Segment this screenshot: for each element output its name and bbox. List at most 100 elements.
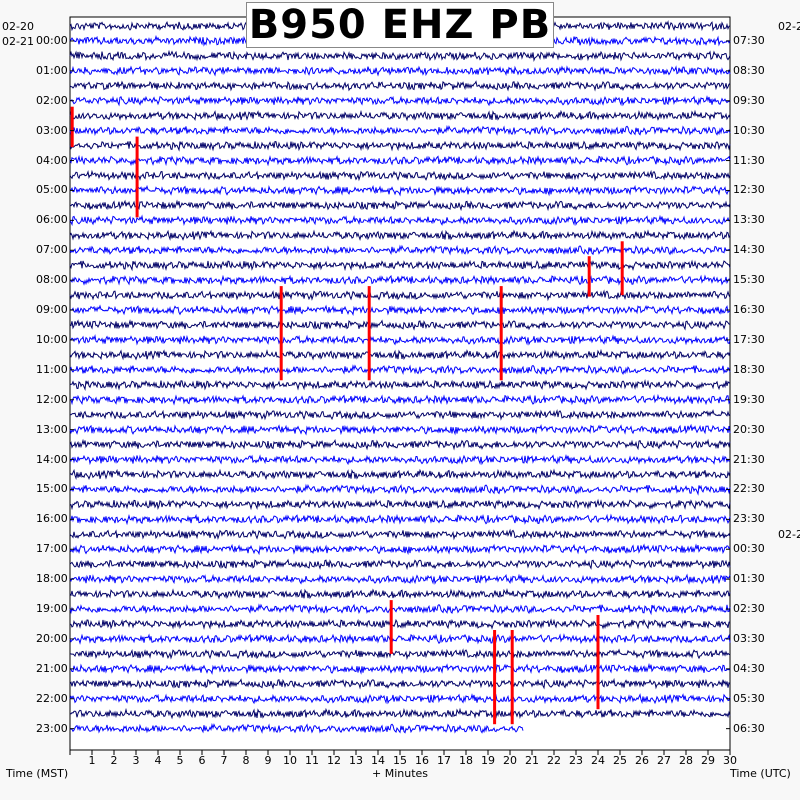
x-tick-label: 12 (327, 754, 341, 767)
hour-label-left: 20:00 (36, 631, 68, 645)
x-tick-label: 27 (657, 754, 671, 767)
x-tick-label: 6 (198, 754, 206, 767)
hour-label-left: 14:00 (36, 452, 68, 466)
trace-line (69, 65, 731, 77)
trace-line (69, 199, 731, 212)
trace-line (69, 707, 731, 720)
hour-label-right: 18:30 (733, 362, 765, 376)
hour-label-left: 10:00 (36, 332, 68, 346)
trace-line (69, 154, 731, 167)
hour-label-left: 09:00 (36, 303, 68, 317)
x-tick-label: 19 (481, 754, 495, 767)
x-tick-label: 10 (283, 754, 297, 767)
x-tick-label: 2 (110, 754, 118, 767)
trace-line (69, 304, 731, 317)
event-spike (587, 256, 591, 297)
hour-label-left: 05:00 (36, 183, 68, 197)
trace-line (69, 558, 731, 571)
trace-line (69, 513, 731, 526)
station-title: B950 EHZ PB (246, 2, 554, 48)
trace-line (69, 453, 731, 466)
trace-line (69, 603, 731, 616)
hour-label-right: 11:30 (733, 153, 765, 167)
trace-layer (69, 19, 731, 734)
hour-label-left: 01:00 (36, 63, 68, 77)
hour-label-right: 08:30 (733, 63, 765, 77)
hour-label-left: 13:00 (36, 422, 68, 436)
hour-label-left: 12:00 (36, 392, 68, 406)
hour-label-right: 20:30 (733, 422, 765, 436)
event-spike (279, 286, 283, 381)
x-tick-label: 22 (547, 754, 561, 767)
trace-line (69, 662, 731, 675)
trace-line (69, 543, 731, 556)
x-tick-label: 29 (701, 754, 715, 767)
hour-label-left: 17:00 (36, 542, 68, 556)
trace-line (69, 693, 731, 705)
hour-label-right: 00:30 (733, 542, 765, 556)
trace-line (69, 423, 731, 436)
event-spike (135, 136, 139, 218)
x-tick-layer (69, 750, 731, 755)
trace-line (70, 648, 731, 660)
hour-label-left: 19:00 (36, 602, 68, 616)
trace-line (69, 588, 731, 600)
x-tick-label: 21 (525, 754, 539, 767)
event-spike (510, 630, 514, 725)
event-spike (70, 106, 74, 148)
hour-label-left: 08:00 (36, 273, 68, 287)
x-axis-right-label: Time (UTC) (730, 767, 791, 780)
hour-label-right: 19:30 (733, 392, 765, 406)
trace-line (69, 140, 731, 152)
x-tick-label: 20 (503, 754, 517, 767)
date-label-left-top: 02-20 (2, 20, 34, 33)
hour-label-left: 07:00 (36, 243, 68, 257)
trace-line (69, 633, 731, 645)
hour-label-right: 10:30 (733, 123, 765, 137)
event-spike (596, 615, 600, 710)
hour-label-right: 01:30 (733, 572, 765, 586)
hour-label-right: 05:30 (733, 691, 765, 705)
x-tick-label: 15 (393, 754, 407, 767)
date-label-right-top: 02-2 (778, 20, 800, 33)
event-spike (493, 630, 497, 725)
trace-line (69, 49, 731, 63)
hour-label-right: 03:30 (733, 631, 765, 645)
trace-line (69, 379, 731, 391)
trace-line (69, 94, 731, 107)
trace-line (69, 677, 731, 690)
x-tick-label: 7 (220, 754, 228, 767)
hour-label-left: 03:00 (36, 123, 68, 137)
x-tick-label: 1 (88, 754, 96, 767)
x-tick-label: 13 (349, 754, 363, 767)
x-tick-label: 25 (613, 754, 627, 767)
x-tick-label: 30 (723, 754, 737, 767)
hour-label-left: 00:00 (36, 33, 68, 47)
x-axis-center-label: + Minutes (372, 767, 429, 780)
trace-line (69, 483, 731, 496)
hour-label-left: 23:00 (36, 721, 68, 735)
trace-line (69, 184, 731, 197)
hour-label-left: 16:00 (36, 512, 68, 526)
trace-line (69, 274, 731, 287)
trace-line (69, 109, 731, 122)
x-tick-label: 8 (242, 754, 250, 767)
hour-label-right: 07:30 (733, 33, 765, 47)
trace-line (69, 124, 731, 137)
x-tick-label: 16 (415, 754, 429, 767)
trace-line (69, 229, 731, 241)
x-tick-label: 24 (591, 754, 605, 767)
hour-label-left: 21:00 (36, 661, 68, 675)
x-tick-label: 23 (569, 754, 583, 767)
trace-line (69, 364, 731, 376)
hour-label-right: 12:30 (733, 183, 765, 197)
event-spike (620, 241, 624, 296)
hour-label-left: 04:00 (36, 153, 68, 167)
hour-label-left: 02:00 (36, 93, 68, 107)
trace-line (69, 438, 731, 451)
trace-line (70, 408, 731, 421)
event-spike (367, 286, 371, 381)
hour-label-left: 11:00 (36, 362, 68, 376)
hour-label-left: 15:00 (36, 482, 68, 496)
